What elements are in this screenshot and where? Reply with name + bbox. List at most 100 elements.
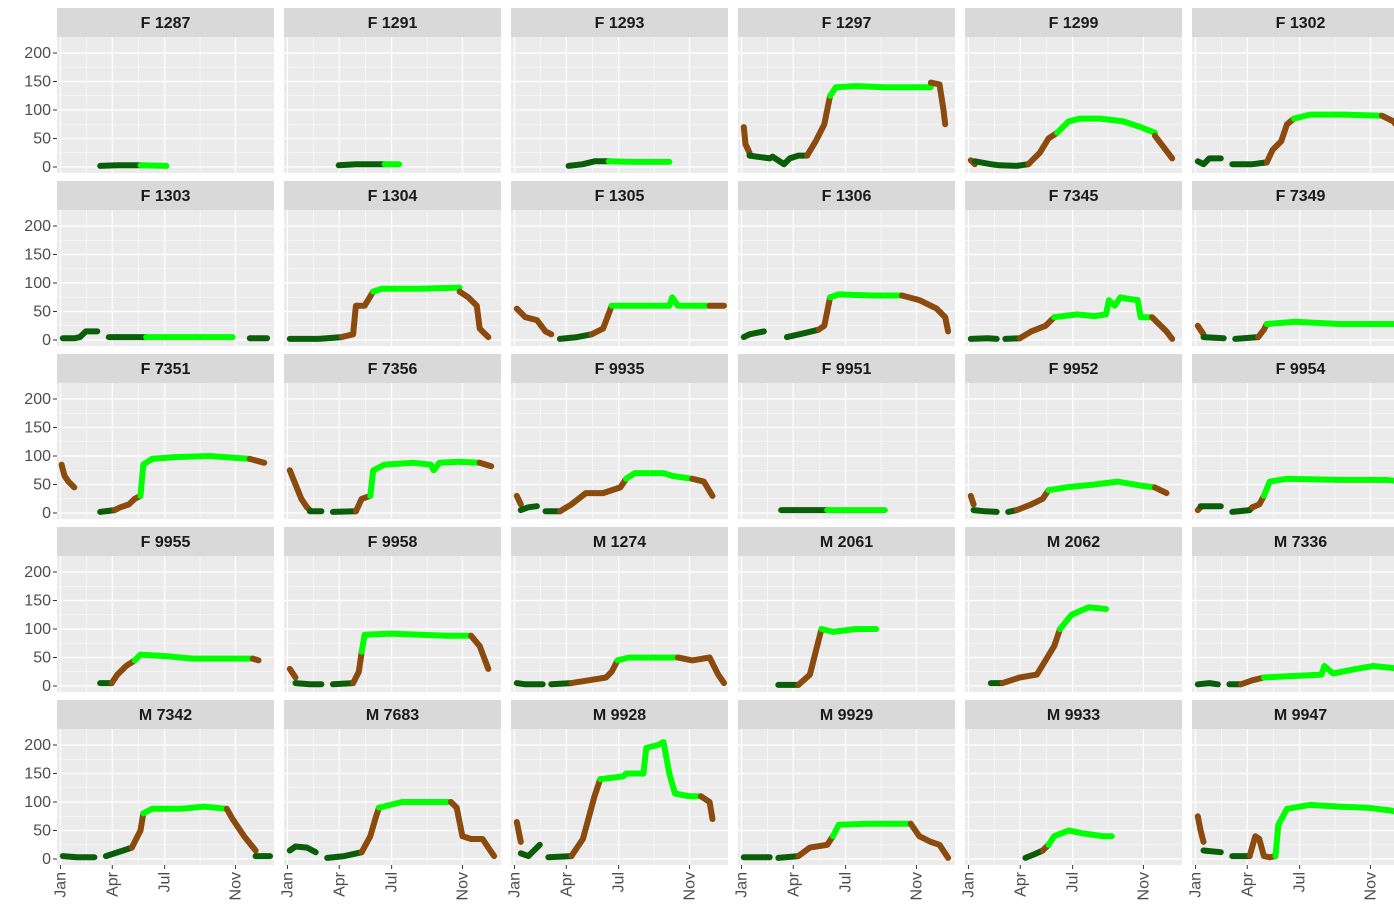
series-brown xyxy=(1151,484,1170,497)
series-light-green xyxy=(1290,111,1385,122)
x-tick-label: Jul xyxy=(157,872,174,892)
facet-panel: M 9947 xyxy=(1192,700,1394,865)
gridlines xyxy=(738,37,955,173)
series-points xyxy=(286,458,495,515)
series-light-green xyxy=(1263,318,1394,327)
series-brown xyxy=(358,804,382,856)
series-dark-green xyxy=(517,841,543,860)
series-brown xyxy=(108,657,138,687)
gridlines xyxy=(965,37,1182,173)
facet-strip xyxy=(738,181,955,210)
series-dark-green xyxy=(1194,680,1221,688)
series-points xyxy=(513,654,727,688)
y-tick-label: 200 xyxy=(24,218,51,235)
x-tick-label: Apr xyxy=(1012,871,1029,897)
x-tick-label: Apr xyxy=(104,871,121,897)
y-tick-label: 150 xyxy=(24,766,51,783)
facet-strip xyxy=(284,700,501,729)
series-brown xyxy=(456,288,492,341)
series-brown xyxy=(1025,129,1061,168)
x-tick-label: Jul xyxy=(1065,872,1082,892)
facet-label: F 1304 xyxy=(368,188,418,205)
series-dark-green xyxy=(329,508,359,515)
gridlines xyxy=(57,383,274,519)
series-brown xyxy=(689,475,716,499)
series-light-green xyxy=(818,626,880,635)
series-light-green xyxy=(827,83,934,99)
facet-panel: M 9933 xyxy=(965,700,1182,865)
facet-panel: M 9929 xyxy=(738,700,955,865)
series-dark-green xyxy=(1194,155,1224,168)
facet-strip xyxy=(1192,354,1394,383)
facet-panel: F 1299 xyxy=(965,8,1182,173)
facet-strip xyxy=(965,8,1182,37)
series-brown xyxy=(804,92,834,159)
series-points xyxy=(513,470,716,515)
facet-panel: F 9955 xyxy=(57,527,274,692)
x-tick-label: Jan xyxy=(960,872,977,898)
y-tick-label: 50 xyxy=(33,131,51,148)
panel-background xyxy=(965,556,1182,692)
series-light-green xyxy=(1051,294,1156,321)
facet-label: F 1303 xyxy=(141,188,191,205)
panel-background xyxy=(57,210,274,346)
y-tick-label: 150 xyxy=(24,74,51,91)
facet-strip xyxy=(738,527,955,556)
series-brown xyxy=(556,475,630,515)
facet-label: M 7336 xyxy=(1274,534,1327,551)
panel-background xyxy=(57,556,274,692)
series-dark-green xyxy=(1232,334,1262,342)
facet-label: M 7342 xyxy=(139,707,192,724)
series-brown xyxy=(740,124,753,156)
facet-panel: M 1274 xyxy=(511,527,728,692)
facet-label: M 9928 xyxy=(593,707,646,724)
series-light-green xyxy=(376,799,454,811)
series-brown xyxy=(795,833,836,860)
series-dark-green xyxy=(329,680,357,688)
facet-panel: F 9935 xyxy=(511,354,728,519)
panel-background xyxy=(284,383,501,519)
facet-strip xyxy=(738,354,955,383)
series-brown xyxy=(568,776,604,860)
x-tick-label: Jan xyxy=(279,872,296,898)
series-light-green xyxy=(614,654,681,664)
series-dark-green xyxy=(971,158,1032,169)
series-dark-green xyxy=(517,503,540,514)
series-brown xyxy=(58,461,78,491)
facet-strip xyxy=(965,527,1182,556)
x-tick-label: Nov xyxy=(454,872,471,900)
series-dark-green xyxy=(286,843,319,856)
facet-panel: F 1303 xyxy=(57,181,274,346)
series-brown xyxy=(907,820,952,861)
series-brown xyxy=(352,492,374,515)
series-points xyxy=(59,328,271,342)
gridlines xyxy=(511,37,728,173)
facet-panel: M 9928 xyxy=(511,700,728,865)
facet-label: F 1297 xyxy=(822,15,872,32)
series-points xyxy=(1022,827,1115,861)
facet-strip xyxy=(57,700,274,729)
gridlines xyxy=(57,729,274,865)
facet-strip xyxy=(511,8,728,37)
series-light-green xyxy=(1045,827,1115,848)
y-tick-label: 0 xyxy=(42,851,51,868)
facet-label: F 7356 xyxy=(368,361,418,378)
gridlines xyxy=(738,383,955,519)
facet-label: F 1305 xyxy=(595,188,645,205)
y-tick-label: 50 xyxy=(33,823,51,840)
series-brown xyxy=(468,632,492,672)
panel-background xyxy=(511,383,728,519)
facet-panel: F 1306 xyxy=(738,181,955,346)
x-tick-label: Apr xyxy=(558,871,575,897)
facet-label: F 9955 xyxy=(141,534,191,551)
series-dark-green xyxy=(556,331,595,342)
series-brown xyxy=(513,492,524,508)
series-brown xyxy=(815,294,834,333)
series-light-green xyxy=(131,651,256,664)
series-brown xyxy=(513,819,524,845)
panel-background xyxy=(965,210,1182,346)
series-brown xyxy=(1237,674,1267,688)
y-tick-label: 100 xyxy=(24,275,51,292)
series-brown xyxy=(1194,322,1207,338)
y-tick-label: 100 xyxy=(24,794,51,811)
